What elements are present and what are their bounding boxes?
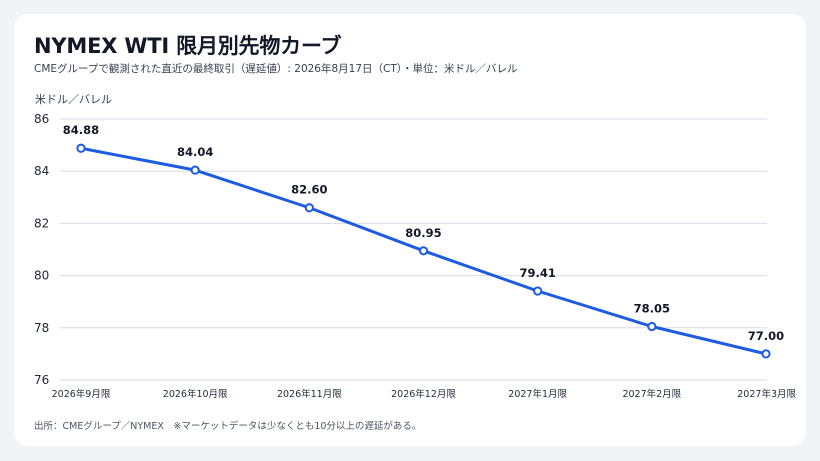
- y-tick-label: 78: [34, 321, 49, 335]
- y-tick-label: 82: [34, 216, 49, 230]
- data-point: [761, 349, 771, 359]
- x-tick-labels: 2026年9月限 2026年10月限 2026年11月限 2026年12月限 2027年…: [52, 388, 797, 400]
- y-tick-label: 86: [34, 112, 49, 126]
- y-tick-label: 76: [34, 373, 49, 387]
- data-point: [76, 143, 86, 153]
- y-tick-label: 84: [34, 164, 49, 178]
- source-note: 出所：CMEグループ／NYMEX ※マーケットデータは少なくとも10分以上の遅延…: [34, 421, 422, 432]
- data-point: [304, 203, 314, 213]
- chart-subtitle: CMEグループで観測された直近の最終取引（遅延値）: 2026年8月17日（CT…: [34, 63, 518, 75]
- data-points: [76, 143, 771, 359]
- data-point: [418, 246, 429, 256]
- data-label: 80.95: [405, 226, 441, 240]
- x-tick-label: 2027年1月限: [508, 388, 567, 400]
- x-tick-label: 2026年11月限: [277, 388, 342, 400]
- data-label: 77.00: [748, 329, 784, 343]
- chart-card: [14, 14, 806, 446]
- data-label: 78.05: [634, 301, 670, 315]
- data-point: [647, 321, 657, 332]
- data-label: 84.04: [177, 145, 213, 159]
- data-point: [533, 286, 543, 296]
- grid-lines: [60, 118, 767, 381]
- y-tick-labels: 76 78 80 82 84 86: [34, 112, 49, 387]
- x-tick-label: 2026年10月限: [163, 388, 228, 400]
- x-tick-label: 2027年2月限: [622, 388, 681, 400]
- data-label: 84.88: [63, 123, 99, 137]
- data-label: 79.41: [519, 266, 555, 280]
- chart-title: NYMEX WTI 限月別先物カーブ: [34, 34, 342, 58]
- data-labels: 84.88 84.04 82.60 80.95 79.41 78.05 77.00: [63, 123, 784, 343]
- data-label: 82.60: [291, 183, 327, 197]
- x-tick-label: 2026年9月限: [52, 388, 111, 400]
- y-tick-label: 80: [34, 269, 49, 283]
- x-tick-label: 2026年12月限: [391, 388, 456, 400]
- y-axis-label: 米ドル／バレル: [35, 93, 112, 106]
- x-tick-label: 2027年3月限: [737, 388, 796, 400]
- data-point: [190, 165, 200, 175]
